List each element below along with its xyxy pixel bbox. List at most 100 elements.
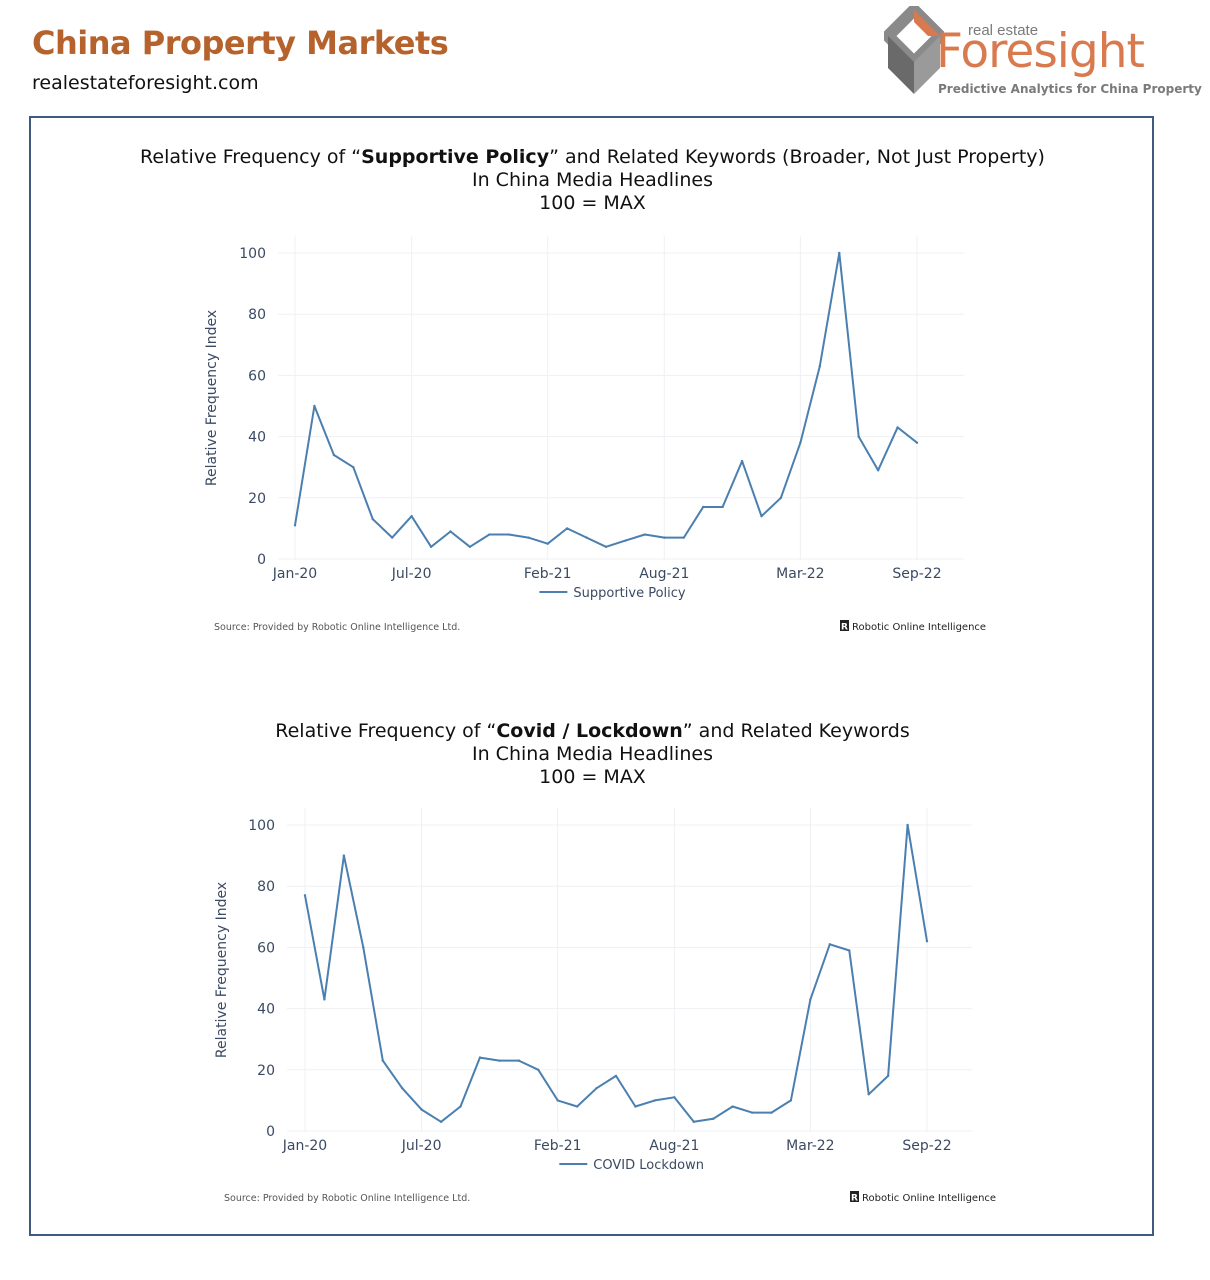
y-tick-label: 40: [257, 1002, 275, 1018]
data-point: [682, 536, 685, 539]
brand-mark-box: [840, 620, 849, 631]
data-point: [410, 514, 413, 518]
data-point: [799, 441, 802, 444]
data-point: [673, 1096, 676, 1099]
data-point: [585, 536, 588, 539]
x-tick-label: Aug-21: [649, 1138, 699, 1154]
data-point: [420, 1108, 423, 1111]
data-point: [303, 894, 307, 897]
page-title: China Property Markets: [32, 24, 449, 62]
chart-1-title-pre: Relative Frequency of “: [140, 146, 362, 168]
y-tick-label: 0: [257, 552, 266, 568]
data-point: [624, 539, 627, 542]
data-point: [915, 441, 919, 444]
y-tick-label: 60: [248, 368, 266, 384]
data-point: [332, 453, 336, 457]
data-point: [701, 505, 705, 509]
x-tick-label: Jul-20: [401, 1138, 442, 1154]
chart-1-subtitle: In China Media Headlines: [472, 169, 713, 191]
logo-small-text: real estate: [968, 22, 1039, 39]
data-point: [400, 1086, 404, 1090]
x-tick-label: Sep-22: [892, 566, 941, 582]
brand-mark-box: [850, 1191, 859, 1202]
data-point: [828, 943, 832, 946]
series-line: [294, 252, 918, 548]
source-note: Source: Provided by Robotic Online Intel…: [214, 622, 460, 633]
data-point: [565, 527, 569, 530]
data-point: [342, 854, 346, 857]
data-point: [653, 1099, 657, 1102]
chart-2-title: Relative Frequency of “Covid / Lockdown”…: [0, 720, 1185, 789]
data-point: [906, 823, 909, 827]
data-point: [896, 426, 899, 429]
data-point: [478, 1056, 482, 1059]
data-point: [614, 1074, 618, 1078]
data-point: [604, 545, 608, 548]
logo-tagline: Predictive Analytics for China Property: [938, 82, 1202, 96]
chart-1-title-post: ” and Related Keywords (Broader, Not Jus…: [549, 146, 1045, 168]
data-point: [459, 1105, 462, 1108]
data-point: [527, 536, 530, 539]
data-point: [537, 1068, 540, 1072]
y-axis-label: Relative Frequency Index: [214, 882, 230, 1058]
y-tick-label: 0: [266, 1124, 275, 1140]
data-point: [760, 514, 763, 518]
chart-2-title-post: ” and Related Keywords: [682, 720, 910, 742]
chart-2-title-keyword: Covid / Lockdown: [496, 720, 683, 742]
data-point: [886, 1074, 890, 1078]
chart-2-subtitle: In China Media Headlines: [472, 743, 713, 765]
data-point: [848, 949, 851, 952]
y-tick-label: 40: [248, 430, 266, 446]
data-point: [468, 545, 472, 548]
y-tick-label: 20: [248, 491, 266, 507]
data-point: [595, 1086, 598, 1090]
x-tick-label: Mar-22: [776, 566, 824, 582]
y-tick-label: 80: [248, 307, 266, 323]
data-point: [390, 536, 394, 539]
data-point: [323, 998, 326, 1001]
source-note: Source: Provided by Robotic Online Intel…: [224, 1193, 470, 1204]
data-point: [429, 545, 433, 548]
logo-wordmark: Foresight: [936, 24, 1145, 79]
data-point: [809, 998, 812, 1001]
data-point: [876, 469, 880, 472]
brand-logo: real estate Foresight Predictive Analyti…: [884, 6, 1202, 102]
x-tick-label: Feb-21: [534, 1138, 582, 1154]
foresight-cube-icon: [884, 6, 944, 94]
data-point: [643, 533, 647, 536]
data-point: [371, 518, 374, 521]
data-point: [838, 251, 841, 255]
data-point: [439, 1120, 443, 1124]
data-point: [692, 1120, 695, 1124]
x-tick-label: Jan-20: [272, 566, 317, 582]
x-tick-label: Jul-20: [391, 566, 432, 582]
data-point: [711, 1117, 715, 1120]
data-point: [740, 459, 744, 463]
data-point: [546, 542, 549, 545]
series-line: [304, 824, 928, 1123]
data-point: [313, 404, 316, 408]
data-point: [488, 533, 491, 536]
data-point: [498, 1059, 501, 1062]
legend-label: Supportive Policy: [573, 586, 686, 601]
chart-1-title-keyword: Supportive Policy: [361, 146, 550, 168]
data-point: [449, 530, 452, 533]
data-point: [362, 946, 365, 949]
brand-mark-letter: R: [841, 623, 848, 633]
data-point: [634, 1105, 637, 1108]
y-tick-label: 20: [257, 1063, 275, 1079]
y-tick-label: 60: [257, 940, 275, 956]
chart-1-scale-note: 100 = MAX: [539, 192, 646, 214]
x-tick-label: Mar-22: [786, 1138, 834, 1154]
data-point: [663, 536, 666, 539]
data-point: [517, 1059, 521, 1062]
chart-2-title-pre: Relative Frequency of “: [275, 720, 497, 742]
data-point: [779, 496, 783, 499]
data-point: [789, 1099, 793, 1102]
data-point: [925, 940, 929, 943]
x-tick-label: Feb-21: [524, 566, 572, 582]
data-point: [575, 1105, 579, 1108]
brand-name: Robotic Online Intelligence: [852, 622, 986, 633]
y-tick-label: 100: [248, 818, 275, 834]
